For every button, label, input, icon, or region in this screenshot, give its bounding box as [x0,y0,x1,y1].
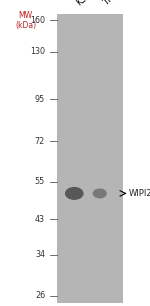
Text: 55: 55 [35,177,45,186]
Text: 130: 130 [30,47,45,56]
Text: THP-1: THP-1 [102,0,127,8]
Text: 43: 43 [35,215,45,224]
Text: MW
(kDa): MW (kDa) [15,11,36,30]
Ellipse shape [66,188,83,199]
Ellipse shape [93,189,106,198]
Text: 95: 95 [35,95,45,103]
Text: 34: 34 [35,250,45,259]
Bar [57,14,123,303]
Text: 26: 26 [35,291,45,300]
Text: K562: K562 [75,0,97,8]
Text: 160: 160 [30,16,45,24]
Text: 72: 72 [35,136,45,146]
Text: WIPI2: WIPI2 [128,189,150,198]
